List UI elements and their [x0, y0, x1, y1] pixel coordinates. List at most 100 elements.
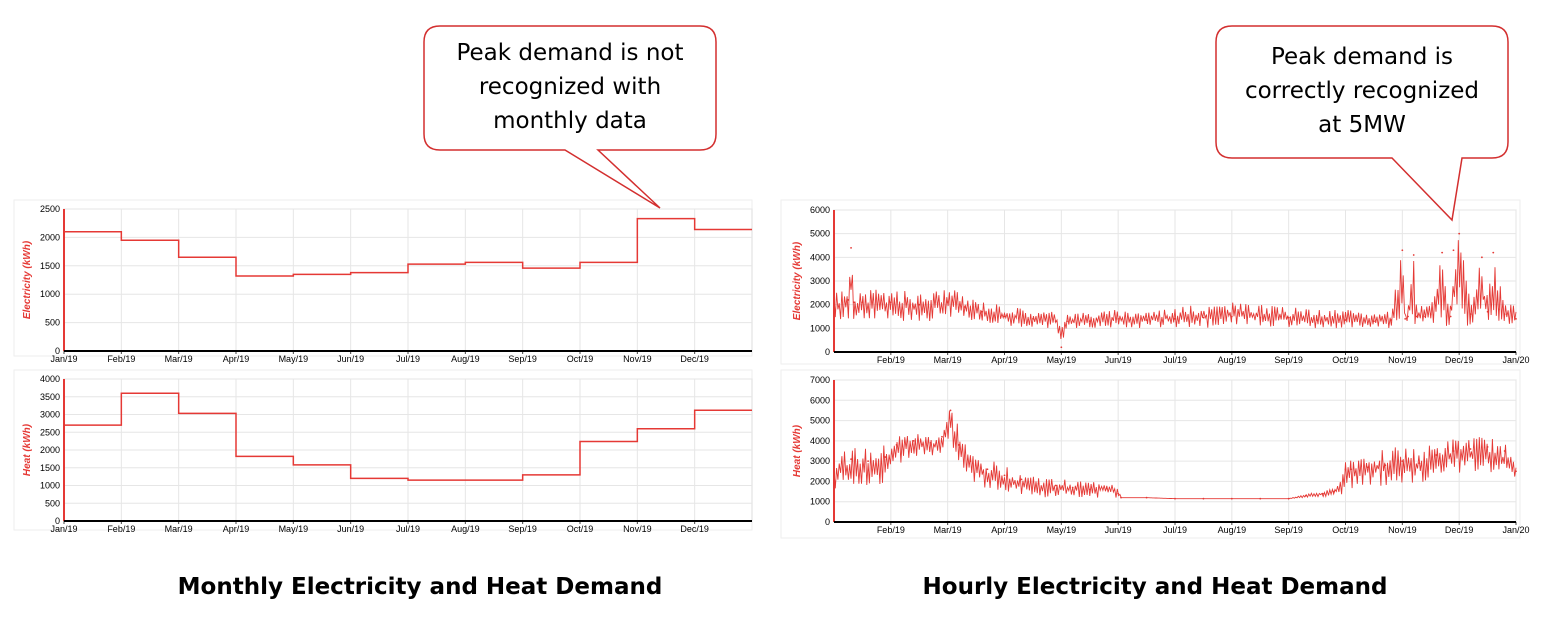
data-point [1367, 466, 1370, 469]
data-point [980, 310, 983, 313]
x-tick-label: Jul/19 [1163, 355, 1187, 365]
x-tick-label: Nov/19 [623, 354, 652, 364]
data-point [1452, 249, 1455, 252]
data-point [1515, 470, 1517, 473]
y-tick-label: 0 [825, 517, 830, 527]
y-tick-label: 0 [825, 347, 830, 357]
x-tick-label: Jan/20 [1502, 355, 1529, 365]
y-tick-label: 2500 [40, 204, 60, 214]
y-tick-label: 500 [45, 318, 60, 328]
x-tick-label: Dec/19 [680, 354, 709, 364]
callout-monthly-line-2: recognized with [478, 74, 662, 100]
x-tick-label: Sep/19 [1274, 525, 1303, 535]
data-point [1486, 446, 1489, 448]
data-point [1287, 497, 1290, 500]
data-point [852, 301, 855, 304]
data-point [1230, 497, 1233, 500]
data-point [833, 466, 835, 469]
x-tick-label: May/19 [279, 524, 309, 534]
x-tick-label: Oct/19 [1332, 355, 1359, 365]
x-tick-label: Mar/19 [165, 354, 193, 364]
x-tick-label: Dec/19 [1445, 355, 1474, 365]
x-tick-label: Sep/19 [1274, 355, 1303, 365]
x-tick-label: Jul/19 [396, 524, 420, 534]
data-point [1407, 315, 1409, 318]
data-point [889, 301, 892, 304]
data-point [949, 409, 952, 412]
y-tick-label: 0 [55, 516, 60, 526]
data-point [1037, 482, 1040, 485]
x-tick-label: Dec/19 [680, 524, 709, 534]
data-point [1458, 232, 1461, 235]
hourly-caption: Hourly Electricity and Heat Demand [922, 574, 1388, 600]
chart-frame [780, 369, 1521, 539]
monthly-electricity-chart: 0 500 1000 1500 2000 2500 Jan/19 Feb/19 Mar/19 Ap… [13, 199, 753, 364]
x-tick-label: Mar/19 [165, 524, 193, 534]
data-point [1401, 460, 1404, 463]
x-tick-label: Aug/19 [1218, 355, 1247, 365]
data-point [1071, 486, 1074, 489]
callout-hourly-line-2: correctly recognized [1244, 78, 1480, 104]
data-point [1304, 494, 1307, 497]
data-point [1498, 308, 1500, 311]
data-point [1449, 315, 1452, 318]
hourly-heat-chart: 0 1000 2000 3000 4000 5000 6000 7000 Feb/19 Mar/1… [780, 369, 1530, 539]
data-point [1202, 497, 1205, 500]
data-point [1503, 450, 1506, 452]
y-axis-label: Electricity (kWh) [792, 241, 803, 320]
x-tick-label: Dec/19 [1445, 525, 1474, 535]
data-point [1054, 484, 1057, 487]
x-tick-label: Feb/19 [877, 525, 905, 535]
y-tick-label: 500 [45, 498, 60, 508]
data-point [1088, 488, 1091, 491]
data-point [1344, 468, 1347, 471]
data-point [1230, 315, 1233, 318]
x-tick-label: Oct/19 [1332, 525, 1359, 535]
data-point [946, 301, 949, 304]
data-point [1145, 319, 1148, 321]
y-tick-label: 6000 [810, 395, 830, 405]
y-tick-label: 3000 [40, 410, 60, 420]
data-point [918, 303, 921, 306]
callout-monthly-bubble [423, 25, 717, 209]
y-axis-label: Heat (kWh) [792, 424, 803, 477]
data-point [929, 441, 932, 444]
data-point [1469, 448, 1472, 450]
x-tick-label: Jun/19 [1105, 355, 1132, 365]
x-tick-label: Feb/19 [877, 355, 905, 365]
y-tick-label: 2000 [810, 300, 830, 310]
x-tick-label: Feb/19 [107, 524, 135, 534]
data-point [1401, 249, 1404, 252]
y-tick-label: 0 [55, 346, 60, 356]
y-tick-label: 2000 [40, 445, 60, 455]
data-point [1054, 320, 1057, 323]
x-tick-label: Oct/19 [567, 524, 594, 534]
data-point [1088, 320, 1091, 323]
data-point [1373, 320, 1375, 323]
y-tick-label: 5000 [810, 229, 830, 239]
x-tick-label: Apr/19 [223, 354, 250, 364]
data-point [1066, 320, 1068, 323]
chart-frame [780, 199, 1521, 365]
x-tick-label: Nov/19 [1388, 355, 1417, 365]
data-point [1515, 317, 1517, 320]
data-point [1120, 496, 1122, 499]
x-tick-label: May/19 [1047, 355, 1077, 365]
x-tick-label: Aug/19 [451, 524, 480, 534]
data-point [895, 444, 898, 446]
data-point [1418, 462, 1421, 465]
callout-monthly-line-3: monthly data [493, 108, 647, 134]
data-point [1481, 256, 1483, 259]
data-point [1333, 490, 1336, 493]
data-point [986, 468, 989, 471]
x-tick-label: Apr/19 [223, 524, 250, 534]
data-point [1452, 450, 1455, 452]
data-point [1424, 315, 1426, 318]
data-point [1412, 254, 1415, 256]
x-tick-label: Mar/19 [934, 525, 962, 535]
y-tick-label: 5000 [810, 416, 830, 426]
data-point [867, 460, 869, 463]
data-point [1344, 319, 1347, 321]
data-point [1316, 319, 1318, 321]
